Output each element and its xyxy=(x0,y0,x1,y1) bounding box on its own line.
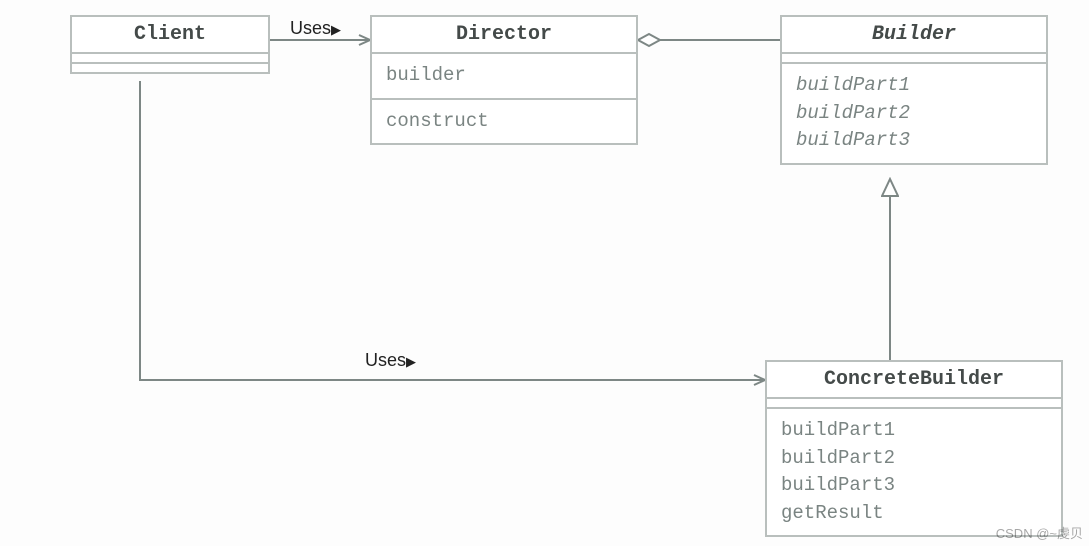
class-director-title: Director xyxy=(372,17,636,54)
class-concretebuilder: ConcreteBuilder buildPart1 buildPart2 bu… xyxy=(765,360,1063,537)
class-director-attrs: builder xyxy=(372,54,636,100)
class-builder: Builder buildPart1 buildPart2 buildPart3 xyxy=(780,15,1048,165)
class-builder-ops: buildPart1 buildPart2 buildPart3 xyxy=(782,64,1046,163)
op-buildpart1: buildPart1 xyxy=(796,72,1032,100)
class-client-title: Client xyxy=(72,17,268,54)
class-director: Director builder construct xyxy=(370,15,638,145)
uml-canvas: Client Director builder construct Builde… xyxy=(0,0,1089,546)
class-builder-title: Builder xyxy=(782,17,1046,54)
op-cb-buildpart2: buildPart2 xyxy=(781,445,1047,473)
op-buildpart3: buildPart3 xyxy=(796,127,1032,155)
class-concretebuilder-ops: buildPart1 buildPart2 buildPart3 getResu… xyxy=(767,409,1061,535)
label-uses-1: Uses▶ xyxy=(290,18,341,39)
op-cb-buildpart3: buildPart3 xyxy=(781,472,1047,500)
class-client: Client xyxy=(70,15,270,74)
op-construct: construct xyxy=(386,108,622,136)
op-cb-buildpart1: buildPart1 xyxy=(781,417,1047,445)
label-uses-2: Uses▶ xyxy=(365,350,416,371)
class-client-attrs xyxy=(72,54,268,64)
class-client-ops xyxy=(72,64,268,72)
class-director-ops: construct xyxy=(372,100,636,144)
attr-builder: builder xyxy=(386,62,622,90)
class-builder-attrs xyxy=(782,54,1046,64)
watermark: CSDN @~虔贝 xyxy=(996,523,1083,542)
op-buildpart2: buildPart2 xyxy=(796,100,1032,128)
class-concretebuilder-attrs xyxy=(767,399,1061,409)
class-concretebuilder-title: ConcreteBuilder xyxy=(767,362,1061,399)
